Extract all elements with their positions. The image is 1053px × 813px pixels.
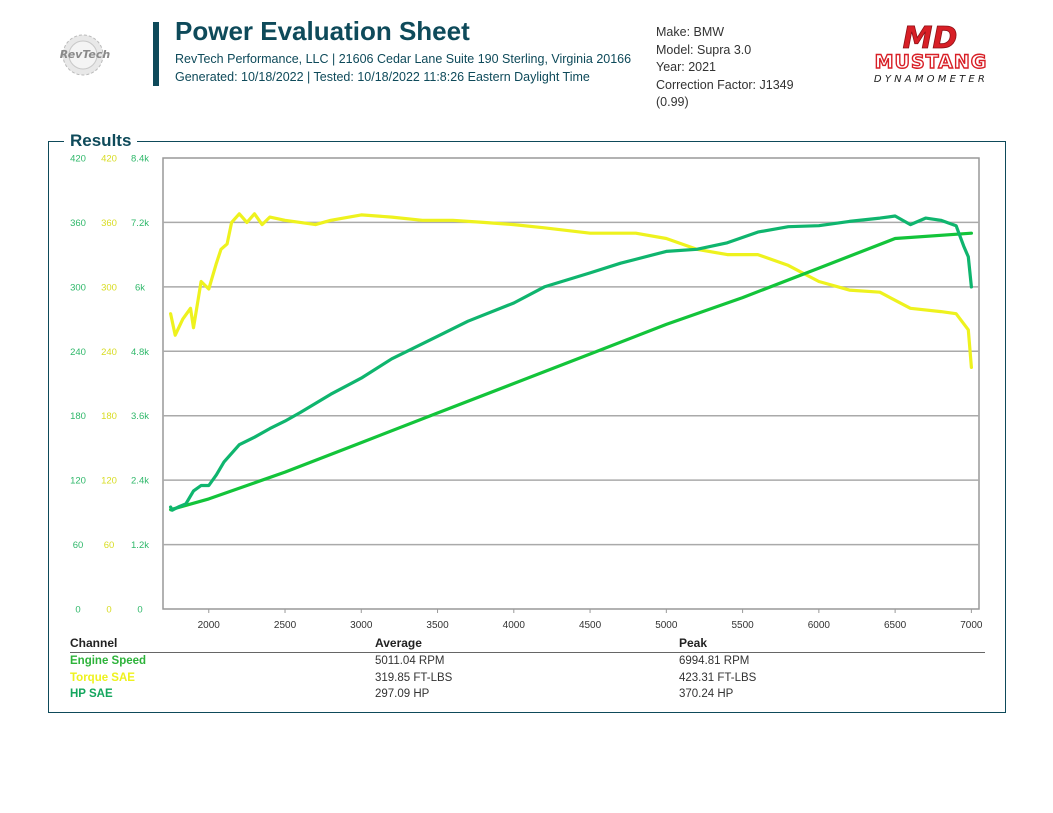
table-row: HP SAE 297.09 HP 370.24 HP (70, 686, 985, 703)
x-tick-label: 4000 (503, 620, 526, 631)
rpm-tick-label: 7.2k (131, 218, 149, 229)
chart-series (169, 212, 974, 512)
results-title: Results (64, 131, 138, 151)
mustang-md-mark: MD (903, 21, 958, 56)
torque-tick-label: 360 (101, 218, 117, 229)
x-tick-label: 7000 (960, 620, 983, 631)
results-panel (48, 141, 1006, 713)
rpm-tick-label: 1.2k (131, 540, 149, 551)
hp-tick-label: 180 (70, 411, 86, 422)
chart-labels: 0 60 120 180 240 300 360 420 0 60 120 180 240 300 360 4… (70, 154, 983, 632)
hp-tick-label: 120 (70, 476, 86, 487)
rpm-tick-label: 8.4k (131, 154, 149, 165)
table-row: Engine Speed 5011.04 RPM 6994.81 RPM (70, 653, 985, 670)
torque-tick-label: 420 (101, 154, 117, 165)
x-tick-label: 6000 (808, 620, 831, 631)
channel-torque-sae: Torque SAE (70, 671, 135, 684)
results-table: Channel Average Peak Engine Speed 5011.0… (70, 634, 985, 703)
torque-tick-label: 0 (106, 605, 111, 616)
x-tick-label: 5500 (731, 620, 754, 631)
engine-speed-peak: 6994.81 RPM (679, 655, 750, 667)
mustang-brand-text: MUSTANG (875, 51, 988, 73)
revtech-logo: RevTech (60, 34, 111, 76)
x-tick-label: 4500 (579, 620, 602, 631)
vehicle-model: Model: Supra 3.0 (656, 42, 752, 57)
header-accent-bar (153, 22, 159, 86)
header-channel: Channel (70, 636, 118, 650)
hp-sae-peak: 370.24 HP (679, 688, 734, 700)
series-engine-speed (169, 231, 974, 512)
hp-tick-label: 300 (70, 282, 86, 293)
torque-tick-label: 240 (101, 347, 117, 358)
rpm-tick-label: 4.8k (131, 347, 149, 358)
channel-hp-sae: HP SAE (70, 688, 113, 700)
torque-tick-label: 120 (101, 476, 117, 487)
company-info: RevTech Performance, LLC | 21606 Cedar L… (175, 52, 632, 66)
hp-tick-label: 240 (70, 347, 86, 358)
header-peak: Peak (679, 636, 708, 650)
rpm-tick-label: 0 (137, 605, 142, 616)
channel-engine-speed: Engine Speed (70, 655, 147, 667)
x-tick-label: 3500 (426, 620, 449, 631)
x-tick-label: 3000 (350, 620, 373, 631)
torque-tick-label: 300 (101, 282, 117, 293)
torque-tick-label: 180 (101, 411, 117, 422)
vehicle-info: Make: BMW Model: Supra 3.0 Year: 2021 Co… (656, 24, 806, 112)
x-tick-label: 5000 (655, 620, 678, 631)
hp-sae-average: 297.09 HP (375, 688, 430, 700)
header-average: Average (375, 636, 422, 650)
x-tick-label: 2500 (274, 620, 297, 631)
torque-sae-peak: 423.31 FT-LBS (679, 671, 757, 684)
hp-tick-label: 420 (70, 154, 86, 165)
page-title: Power Evaluation Sheet (175, 16, 470, 46)
torque-tick-label: 60 (104, 540, 115, 551)
series-torque-sae (169, 212, 974, 369)
series-hp-sae (169, 214, 974, 512)
correction-value: (0.99) (656, 95, 689, 109)
generated-info: Generated: 10/18/2022 | Tested: 10/18/20… (175, 70, 590, 84)
mustang-dynamometer-logo: MD MUSTANG DYNAMOMETER (874, 21, 988, 85)
hp-tick-label: 60 (73, 540, 84, 551)
chart-grid (162, 157, 980, 613)
rpm-tick-label: 3.6k (131, 411, 149, 422)
plot-area (162, 157, 980, 610)
hp-tick-label: 0 (75, 605, 80, 616)
rpm-tick-label: 2.4k (131, 476, 149, 487)
table-header: Channel Average Peak (70, 634, 985, 653)
vehicle-year: Year: 2021 (656, 60, 717, 74)
vehicle-make: Make: BMW (656, 25, 725, 39)
rpm-tick-label: 6k (135, 282, 145, 293)
torque-sae-average: 319.85 FT-LBS (375, 671, 453, 684)
engine-speed-average: 5011.04 RPM (375, 655, 445, 667)
revtech-logo-text: RevTech (60, 48, 111, 61)
correction-factor: Correction Factor: J1349 (656, 77, 794, 92)
mustang-sub-text: DYNAMOMETER (874, 74, 988, 85)
hp-tick-label: 360 (70, 218, 86, 229)
x-tick-label: 2000 (198, 620, 221, 631)
table-row: Torque SAE 319.85 FT-LBS 423.31 FT-LBS (70, 670, 985, 687)
x-tick-label: 6500 (884, 620, 907, 631)
